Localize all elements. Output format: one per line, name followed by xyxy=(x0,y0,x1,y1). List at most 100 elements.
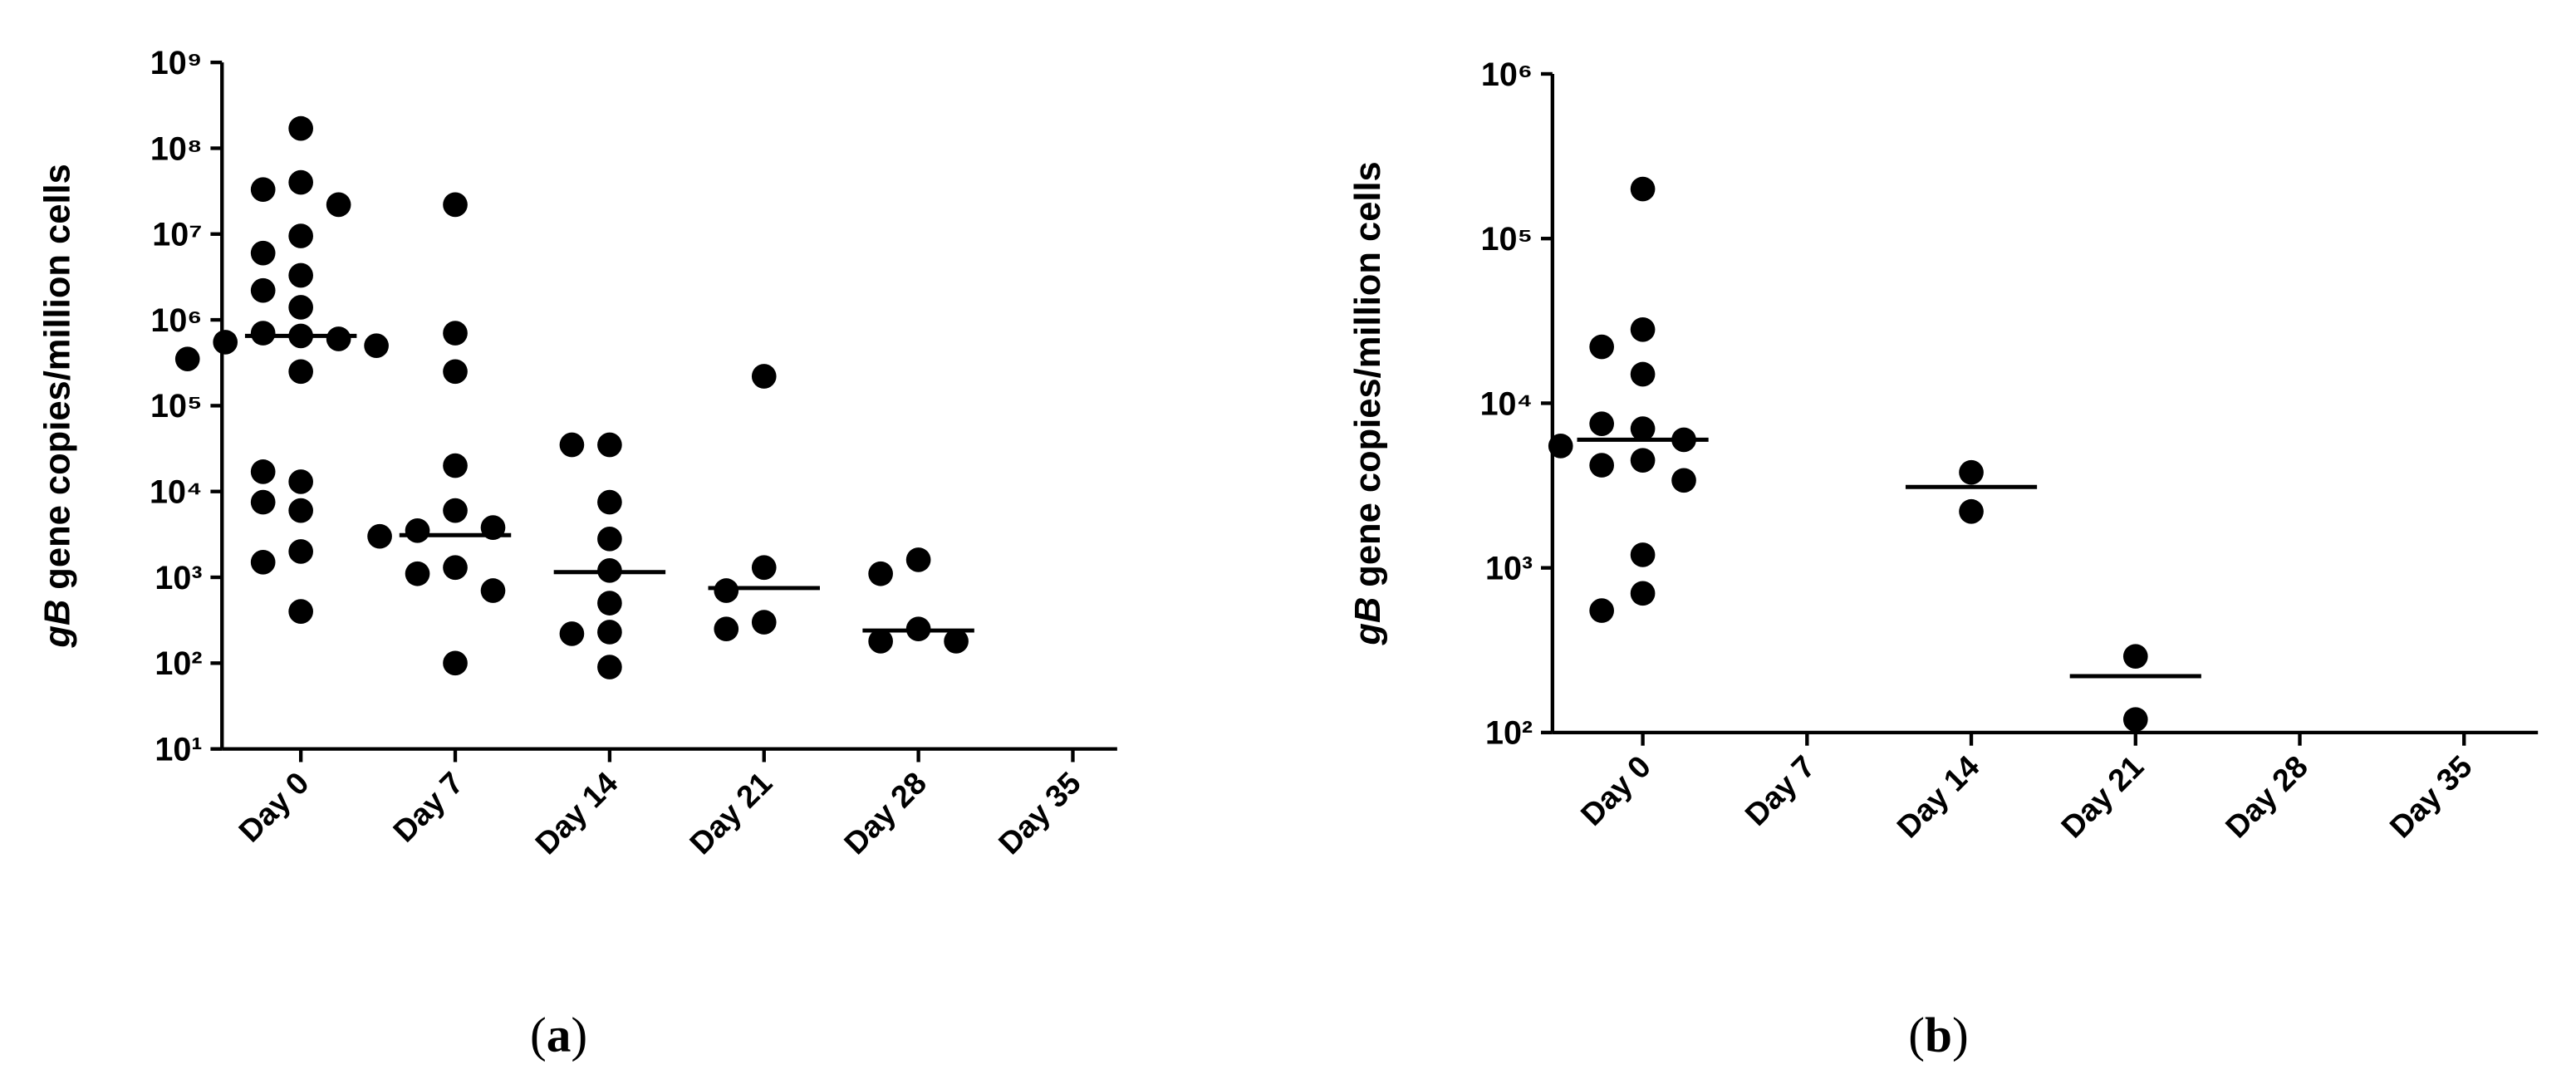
data-point xyxy=(751,610,777,635)
data-point xyxy=(250,489,276,515)
data-point xyxy=(714,616,739,642)
data-point xyxy=(1630,448,1656,473)
data-point xyxy=(1630,542,1656,567)
data-point xyxy=(1959,498,1984,524)
data-point xyxy=(868,561,893,586)
data-point xyxy=(443,650,468,676)
panel-label: (b) xyxy=(1908,1007,1968,1062)
y-tick-label: 10⁴ xyxy=(1480,385,1533,422)
x-tick-label: Day 21 xyxy=(2054,748,2150,844)
panel-paren: ( xyxy=(530,1007,547,1062)
data-point xyxy=(288,359,313,385)
x-tick-label: Day 0 xyxy=(1574,748,1658,832)
y-tick-label: 10⁵ xyxy=(150,388,203,424)
data-point xyxy=(367,523,392,549)
panel-letter: b xyxy=(1925,1007,1952,1062)
data-point xyxy=(288,539,313,564)
y-tick-label: 10⁶ xyxy=(150,302,202,339)
data-point xyxy=(1671,468,1696,493)
y-tick-label: 10² xyxy=(1485,715,1533,752)
data-point xyxy=(714,578,739,603)
data-point xyxy=(597,591,622,616)
data-point xyxy=(1630,581,1656,606)
panel-paren: ) xyxy=(1952,1007,1969,1062)
y-label-italic: gB xyxy=(37,600,77,649)
y-tick-label: 10¹ xyxy=(155,731,202,768)
data-point xyxy=(559,432,585,458)
data-point xyxy=(405,561,430,586)
data-point xyxy=(288,169,313,195)
data-point xyxy=(443,453,468,478)
data-point xyxy=(1630,416,1656,441)
data-point xyxy=(597,526,622,552)
data-point xyxy=(288,498,313,523)
x-tick-label: Day 28 xyxy=(2219,748,2314,844)
y-label-italic: gB xyxy=(1348,597,1388,646)
data-point xyxy=(597,489,622,515)
x-tick-label: Day 7 xyxy=(386,765,470,849)
y-tick-label: 10³ xyxy=(155,560,202,596)
y-tick-label: 10² xyxy=(155,645,202,682)
data-point xyxy=(405,517,430,543)
data-point xyxy=(1630,176,1656,202)
y-tick-label: 10⁵ xyxy=(1481,221,1533,258)
data-point xyxy=(250,321,276,346)
data-point xyxy=(905,547,931,572)
data-point xyxy=(1589,411,1614,437)
data-point xyxy=(443,555,468,581)
data-point xyxy=(1630,361,1656,387)
y-axis-label: gB gene copies/million cells xyxy=(37,164,77,648)
x-tick-label: Day 0 xyxy=(232,765,316,849)
data-point xyxy=(443,498,468,523)
data-point xyxy=(288,599,313,624)
data-point xyxy=(2122,707,2148,732)
data-point xyxy=(944,629,969,654)
y-tick-label: 10⁶ xyxy=(1481,56,1533,93)
x-tick-label: Day 7 xyxy=(1738,748,1822,832)
data-point xyxy=(480,578,506,603)
data-point xyxy=(1548,434,1573,459)
y-tick-label: 10⁷ xyxy=(152,217,202,253)
data-point xyxy=(326,326,351,351)
data-point xyxy=(597,432,622,458)
x-tick-label: Day 35 xyxy=(2382,748,2478,844)
x-tick-label: Day 28 xyxy=(837,765,933,861)
data-point xyxy=(250,549,276,575)
data-point xyxy=(1589,453,1614,478)
data-point xyxy=(443,192,468,218)
data-point xyxy=(250,277,276,303)
data-point xyxy=(288,295,313,320)
data-point xyxy=(443,321,468,346)
data-point xyxy=(288,115,313,141)
data-point xyxy=(326,192,351,218)
data-point xyxy=(250,240,276,266)
y-tick-label: 10⁴ xyxy=(150,474,203,511)
data-point xyxy=(250,177,276,203)
data-point xyxy=(443,359,468,385)
panel-label: (a) xyxy=(530,1007,587,1062)
data-point xyxy=(1630,316,1656,342)
data-point xyxy=(751,555,777,581)
data-point xyxy=(1959,459,1984,485)
data-point xyxy=(288,469,313,494)
data-point xyxy=(288,262,313,288)
data-point xyxy=(213,330,238,355)
data-point xyxy=(559,621,585,646)
data-point xyxy=(364,333,389,359)
y-label-text: gene copies/million cells xyxy=(37,164,77,590)
data-point xyxy=(288,223,313,248)
panel-letter: a xyxy=(547,1007,572,1062)
data-point xyxy=(1589,598,1614,623)
y-tick-label: 10³ xyxy=(1485,550,1533,586)
data-point xyxy=(868,629,893,654)
data-point xyxy=(2122,644,2148,670)
y-tick-label: 10⁹ xyxy=(150,45,203,81)
y-tick-label: 10⁸ xyxy=(150,130,203,167)
x-tick-label: Day 14 xyxy=(528,765,624,861)
data-point xyxy=(597,620,622,645)
x-tick-label: Day 14 xyxy=(1890,748,1985,844)
panel-paren: ) xyxy=(571,1007,587,1062)
y-axis-label: gB gene copies/million cells xyxy=(1348,161,1388,645)
y-label-text: gene copies/million cells xyxy=(1348,161,1388,587)
data-point xyxy=(597,655,622,679)
